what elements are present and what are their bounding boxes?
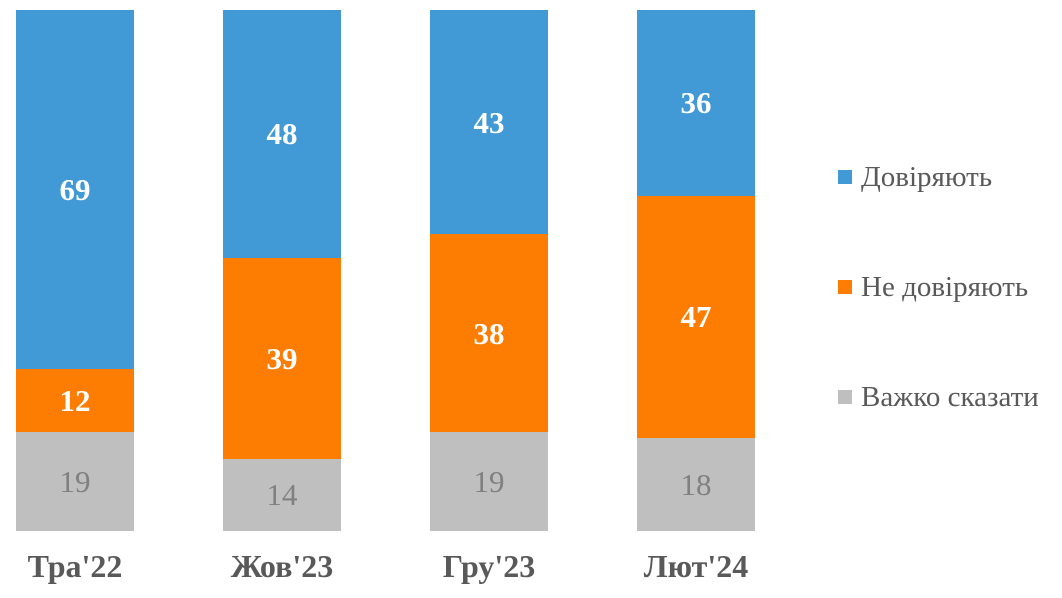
category-label: Гру'23: [442, 548, 536, 584]
bar-segment-trust: 48: [223, 10, 341, 258]
value-label: 36: [680, 85, 712, 121]
value-label: 38: [473, 315, 505, 351]
legend-swatch-distrust-icon: [838, 280, 852, 294]
bar-group-tra22: 69 12 19: [16, 10, 134, 531]
legend-swatch-hard-to-say-icon: [838, 390, 852, 404]
bar-group-lyut24: 36 47 18: [637, 10, 755, 531]
bar-segment-trust: 43: [430, 10, 548, 235]
legend-swatch-trust-icon: [838, 170, 852, 184]
value-label: 39: [266, 340, 298, 376]
legend-label: Не довіряють: [861, 270, 1029, 303]
legend-label: Важко сказати: [861, 380, 1039, 413]
bar-segment-distrust: 47: [637, 195, 755, 439]
bar-segment-trust: 69: [16, 10, 134, 370]
value-label: 47: [680, 299, 712, 335]
legend-label: Довіряють: [861, 160, 993, 193]
legend: Довіряють Не довіряють Важко сказати: [838, 0, 1062, 414]
value-label: 69: [59, 172, 91, 208]
value-label: 19: [473, 464, 505, 499]
legend-item-hard-to-say: Важко сказати: [838, 380, 1062, 414]
bar-segment-distrust: 12: [16, 369, 134, 432]
category-label: Лют'24: [643, 548, 749, 584]
legend-item-trust: Довіряють: [838, 160, 1062, 194]
bar-segment-distrust: 38: [430, 234, 548, 433]
bar-segment-hard-to-say: 19: [16, 432, 134, 531]
category-label: Жов'23: [230, 548, 334, 584]
value-label: 43: [473, 104, 505, 140]
value-label: 14: [266, 477, 298, 513]
bar-segment-hard-to-say: 14: [223, 458, 341, 531]
legend-item-distrust: Не довіряють: [838, 270, 1062, 304]
value-label: 12: [59, 383, 91, 419]
bar-segment-hard-to-say: 18: [637, 438, 755, 531]
plot-area: 69 12 19 48 39 14 43 38: [16, 10, 755, 531]
category-axis: Тра'22 Жов'23 Гру'23 Лют'24: [16, 546, 755, 586]
value-label: 19: [59, 463, 91, 499]
bar-group-zhov23: 48 39 14: [223, 10, 341, 531]
bar-segment-trust: 36: [637, 10, 755, 196]
bar-segment-distrust: 39: [223, 257, 341, 459]
value-label: 48: [266, 116, 298, 152]
bar-segment-hard-to-say: 19: [430, 432, 548, 531]
category-label: Тра'22: [27, 548, 123, 584]
bar-group-gru23: 43 38 19: [430, 10, 548, 531]
value-label: 18: [680, 467, 712, 503]
